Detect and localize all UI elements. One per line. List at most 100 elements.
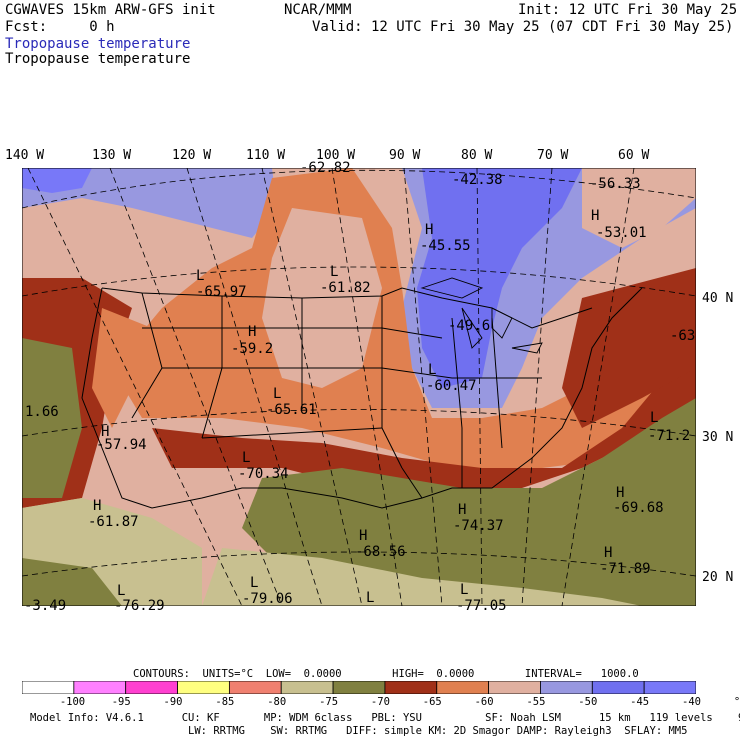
lon-label: 60 W xyxy=(618,148,650,163)
color-bar-swatch xyxy=(540,681,593,694)
map-label: L xyxy=(428,362,437,378)
color-bar-swatch xyxy=(177,681,230,694)
color-bar-swatch xyxy=(22,681,75,694)
color-bar-label: -65 xyxy=(422,696,442,708)
model-info-line1: Model Info: V4.6.1 CU: KF MP: WDM 6class… xyxy=(30,712,740,724)
map-label: H xyxy=(359,528,368,544)
band-minus45-nw xyxy=(22,168,92,193)
lat-label: 40 N xyxy=(702,291,734,306)
band-minus55-ne xyxy=(582,168,696,248)
map-label: L xyxy=(117,583,126,599)
map-label: L xyxy=(242,450,251,466)
color-bar-label: -50 xyxy=(578,696,598,708)
band-minus70-pacific xyxy=(22,338,82,498)
map-label: -71.89 xyxy=(600,561,651,577)
map-label: L xyxy=(250,575,259,591)
color-bar-label: °C xyxy=(733,696,740,708)
lon-label: 130 W xyxy=(92,148,132,163)
color-bar-swatch xyxy=(384,681,438,694)
map-label: -59.2 xyxy=(231,341,274,357)
valid-time: Valid: 12 UTC Fri 30 May 25 (07 CDT Fri … xyxy=(312,19,734,35)
lon-label: 110 W xyxy=(246,148,286,163)
map-label: L xyxy=(650,410,659,426)
model-info-line2: LW: RRTMG SW: RRTMG DIFF: simple KM: 2D … xyxy=(30,725,688,737)
map-label: H xyxy=(101,424,110,440)
init-time: Init: 12 UTC Fri 30 May 25 xyxy=(518,2,738,18)
field-title-black: Tropopause temperature xyxy=(5,51,191,67)
color-bar-label: -90 xyxy=(163,696,183,708)
org-label: NCAR/MMM xyxy=(284,2,352,18)
band-minus75-south xyxy=(202,548,642,606)
contour-info: CONTOURS: UNITS=°C LOW= 0.0000 HIGH= 0.0… xyxy=(133,668,639,680)
color-bar-label: -60 xyxy=(474,696,494,708)
map-label: -60.47 xyxy=(426,378,477,394)
color-bar xyxy=(22,681,696,694)
model-title: CGWAVES 15km ARW-GFS init xyxy=(5,2,216,18)
map-label: L xyxy=(366,590,375,606)
map-label: -74.37 xyxy=(453,518,504,534)
map-label: H xyxy=(591,208,600,224)
map-label: -62.82 xyxy=(300,160,351,176)
lon-label: 140 W xyxy=(5,148,45,163)
color-bar-label: -80 xyxy=(267,696,287,708)
band-minus60-west xyxy=(92,308,152,428)
color-bar-label: -70 xyxy=(370,696,390,708)
color-bar-swatch xyxy=(228,681,282,694)
map-label: -3.49 xyxy=(24,598,67,614)
lat-label: 30 N xyxy=(702,430,734,445)
band-minus65-atlantic xyxy=(562,268,696,428)
map-label: -42.38 xyxy=(452,172,503,188)
field-title-blue: Tropopause temperature xyxy=(5,36,191,52)
color-bar-swatch xyxy=(125,681,178,694)
map-label: L xyxy=(330,264,339,280)
color-bar-label: -40 xyxy=(682,696,701,708)
color-bar-swatch xyxy=(488,681,541,694)
color-bar-label: -95 xyxy=(111,696,131,708)
map-label: -49.6 xyxy=(448,318,491,334)
map-label: L xyxy=(196,268,205,284)
map-label: H xyxy=(616,485,625,501)
color-bar-label: -85 xyxy=(215,696,235,708)
band-minus45-ne xyxy=(417,168,582,388)
map-label: H xyxy=(458,502,467,518)
forecast-hour: Fcst: 0 h xyxy=(5,19,115,35)
map-label: H xyxy=(604,545,613,561)
map-label: -70.34 xyxy=(238,466,289,482)
color-bar-swatch xyxy=(643,681,696,694)
band-minus70-sw xyxy=(22,558,122,606)
color-bar-swatch xyxy=(280,681,334,694)
political-boundaries xyxy=(81,287,643,509)
color-bar-label: -55 xyxy=(526,696,546,708)
lon-label: 70 W xyxy=(537,148,569,163)
map-label: H xyxy=(248,324,257,340)
map-label: L xyxy=(460,582,469,598)
map-label: 1.66 xyxy=(25,404,59,420)
map-label: -63 xyxy=(670,328,696,344)
lon-label: 90 W xyxy=(389,148,421,163)
color-bar-label: -75 xyxy=(319,696,339,708)
tropopause-temperature-map xyxy=(22,168,696,606)
graticule xyxy=(22,168,696,606)
band-minus50-nw xyxy=(22,168,277,238)
map-label: -65.61 xyxy=(266,402,317,418)
map-label: -69.68 xyxy=(613,500,664,516)
color-bar-swatch xyxy=(436,681,490,694)
map-label: -79.06 xyxy=(242,591,293,607)
lat-label: 20 N xyxy=(702,570,734,585)
map-label: -53.01 xyxy=(596,225,647,241)
color-bar-label: -45 xyxy=(630,696,650,708)
lon-label: 100 W xyxy=(316,148,356,163)
map-label: -71.2 xyxy=(648,428,691,444)
band-minus70-gulf xyxy=(242,398,696,606)
band-minus65-south xyxy=(152,348,696,498)
map-label: -61.82 xyxy=(320,280,371,296)
map-label: -76.29 xyxy=(114,598,165,614)
map-label: -65.97 xyxy=(196,284,247,300)
map-label: H xyxy=(425,222,434,238)
color-bar-swatch xyxy=(73,681,127,694)
color-bar-label: -100 xyxy=(59,696,86,708)
map-label: -68.56 xyxy=(355,544,406,560)
great-lakes xyxy=(420,277,543,354)
map-label: -77.05 xyxy=(456,598,507,614)
color-bar-swatch xyxy=(332,681,386,694)
